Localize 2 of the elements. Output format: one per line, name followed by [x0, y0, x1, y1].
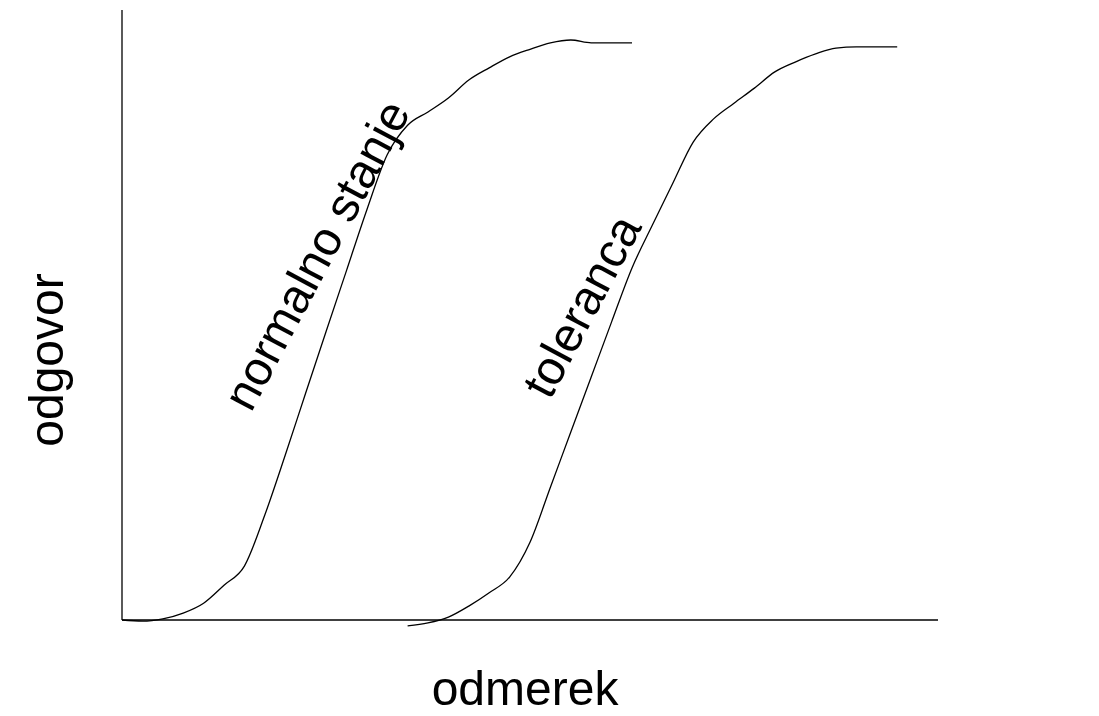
x-axis-title: odmerek	[431, 662, 620, 715]
y-axis-title: odgovor	[20, 273, 73, 447]
